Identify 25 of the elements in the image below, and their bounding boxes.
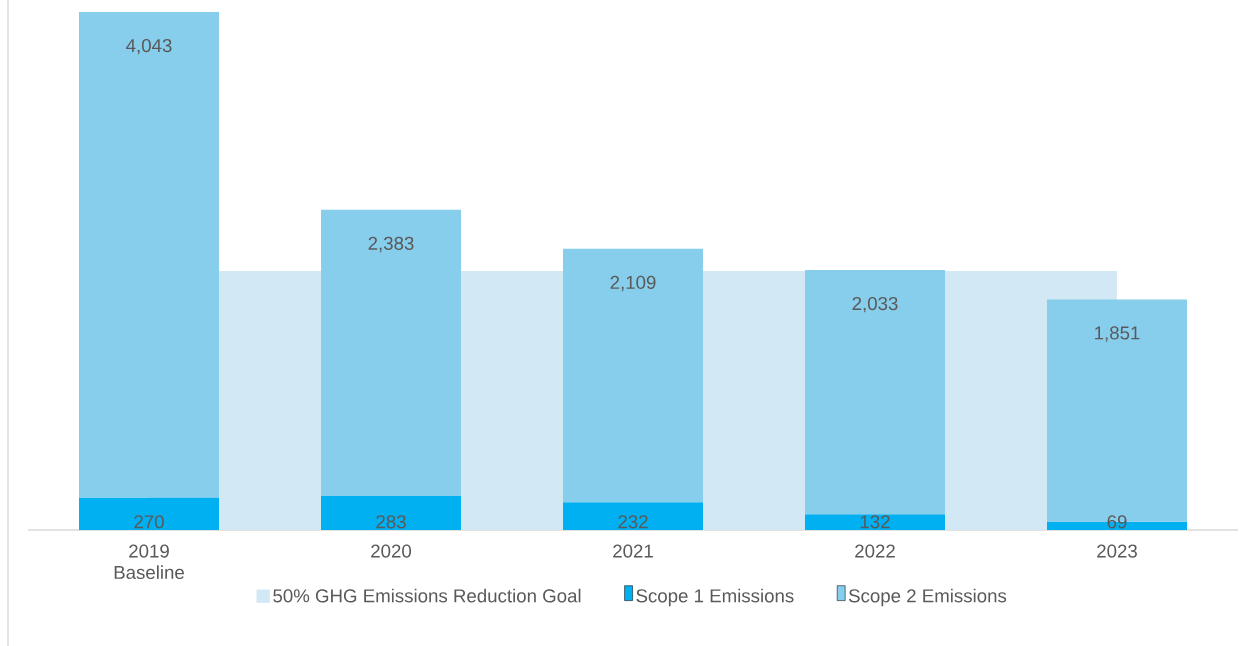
legend-label: Scope 2 Emissions — [848, 588, 1007, 607]
x-tick-label: 2022 — [855, 544, 895, 558]
bar — [805, 269, 946, 515]
data-label: 283 — [376, 515, 406, 529]
legend-label: Scope 1 Emissions — [636, 588, 794, 607]
data-label: 2,109 — [610, 275, 656, 292]
bar — [321, 496, 462, 530]
x-tick-label: 2019 Baseline — [114, 544, 184, 580]
data-label: 232 — [618, 515, 648, 529]
x-tick-label: 2023 — [1097, 544, 1137, 558]
x-tick-label: 2021 — [613, 544, 653, 558]
bar — [805, 514, 946, 530]
data-label: 132 — [860, 515, 890, 529]
x-tick-label: 2020 — [371, 544, 412, 558]
data-label: 4,043 — [126, 38, 172, 55]
legend-label: 50% GHG Emissions Reduction Goal — [273, 588, 581, 603]
bar — [79, 497, 219, 530]
bar — [79, 12, 219, 498]
data-label: 1,851 — [1095, 326, 1140, 342]
data-label: 2,033 — [852, 296, 898, 313]
bar — [321, 209, 462, 497]
data-label: 270 — [134, 515, 164, 529]
data-label: 2,383 — [368, 236, 414, 253]
bar — [563, 248, 704, 503]
bar — [563, 502, 704, 530]
